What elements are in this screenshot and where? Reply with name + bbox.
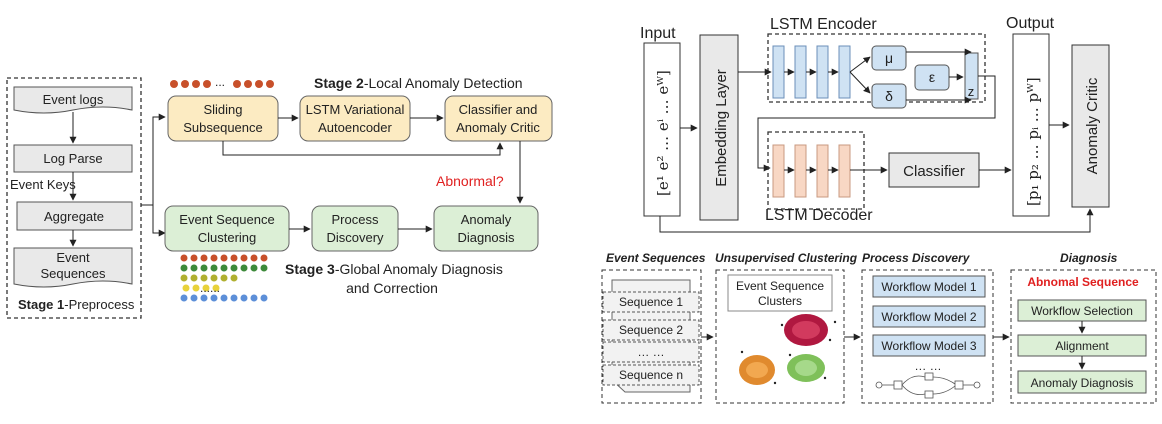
workflow-ellipsis: … … [914, 359, 941, 373]
discovery-label-2: Discovery [326, 230, 384, 245]
event-sequences-label-1: Event [56, 250, 90, 265]
abnomal-sequence-label: Abnomal Sequence [1027, 275, 1139, 289]
anomaly-critic-label: Anomaly Critic [1084, 77, 1101, 174]
mu-label: μ [885, 50, 893, 66]
stage1-rest: -Preprocess [64, 297, 135, 312]
stage2-bold: Stage 2 [314, 75, 364, 91]
workflow-model-1-label: Workflow Model 1 [881, 280, 976, 294]
decoder-label: LSTM Decoder [765, 207, 873, 224]
anomaly-critic-node [1071, 44, 1110, 208]
workflow-model-2-label: Workflow Model 2 [881, 310, 976, 324]
sequence-n: Sequence n [619, 368, 683, 382]
abnormal-question: Abnormal? [436, 173, 504, 189]
stage1-bold: Stage 1 [18, 297, 64, 312]
stage2-rest: -Local Anomaly Detection [364, 75, 523, 91]
output-label: Output [1006, 15, 1055, 32]
heading-event-sequences: Event Sequences [606, 251, 706, 265]
aggregate-node [16, 201, 133, 231]
workflow-selection-label: Workflow Selection [1031, 304, 1133, 318]
heading-unsupervised-clustering: Unsupervised Clustering [715, 251, 858, 265]
clusters-label-2: Clusters [758, 294, 802, 308]
diagnosis-label-1: Anomaly [461, 212, 512, 227]
vae-architecture: Input [e¹ e² … eⁱ … eᵂ] Embedding Layer … [640, 15, 1110, 233]
output-vector-box [1012, 33, 1050, 217]
delta-label: δ [885, 88, 893, 104]
cluster-blobs [739, 314, 837, 385]
epsilon-label: ε [929, 69, 935, 85]
event-sequences-label-2: Sequences [40, 266, 106, 281]
pipeline: Event Sequences Unsupervised Clustering … [601, 251, 1157, 404]
stage3-caption: Stage 3-Global Anomaly Diagnosis [285, 261, 503, 277]
input-vector-box [643, 42, 681, 217]
workflow-model-3 [872, 334, 986, 357]
log-parse-node [13, 144, 133, 173]
sequence-1: Sequence 1 [619, 295, 683, 309]
sequence-2: Sequence 2 [619, 323, 683, 337]
mu-node [871, 45, 907, 71]
diagnosis-panel [1010, 269, 1157, 404]
classifier-label-2: Anomaly Critic [456, 120, 540, 135]
anomaly-diagnosis-step-label: Anomaly Diagnosis [1031, 376, 1134, 390]
stage1-preprocess-panel: Event logs Log Parse Event Keys Aggregat… [6, 77, 142, 319]
encoder-label: LSTM Encoder [770, 16, 877, 33]
dots-ellipsis-bottom: ...... [200, 281, 220, 295]
input-vector-text: [e¹ e² … eⁱ … eᵂ] [654, 70, 672, 196]
stage3-bold: Stage 3 [285, 261, 335, 277]
stage1-connectors [141, 113, 166, 237]
z-label: z [968, 84, 975, 99]
discovery-label-1: Process [332, 212, 379, 227]
event-keys-label: Event Keys [10, 177, 76, 192]
workflow-model-2 [872, 305, 986, 328]
sequences-panel [601, 269, 702, 404]
lstm-vae-label-2: Autoencoder [318, 120, 392, 135]
clustering-label-2: Clustering [198, 230, 257, 245]
stage3-row: Event Sequence Clustering Process Discov… [164, 205, 539, 252]
input-label: Input [640, 25, 676, 42]
sequence-ellipsis: … … [637, 345, 664, 359]
sequence-dots-bottom [180, 254, 268, 302]
heading-process-discovery: Process Discovery [862, 251, 971, 265]
alignment-label: Alignment [1055, 339, 1109, 353]
embedding-label: Embedding Layer [713, 69, 730, 187]
log-parse-label: Log Parse [43, 151, 102, 166]
stage3-rest: -Global Anomaly Diagnosis [335, 261, 503, 277]
event-logs-label: Event logs [43, 92, 104, 107]
sequence-dots-top [170, 80, 274, 88]
stage3-caption-line2: and Correction [346, 280, 438, 296]
diagnosis-label-2: Diagnosis [457, 230, 515, 245]
stage1-caption: Stage 1-Preprocess [18, 297, 135, 312]
stage2-row: Sliding Subsequence LSTM Variational Aut… [167, 95, 553, 204]
sliding-label-2: Subsequence [183, 120, 263, 135]
dots-ellipsis-top: ... [215, 75, 225, 89]
lstm-vae-label-1: LSTM Variational [306, 102, 405, 117]
clusters-label-1: Event Sequence [736, 279, 824, 293]
aggregate-label: Aggregate [44, 209, 104, 224]
classifier-node [888, 152, 980, 188]
clusters-label-box [727, 274, 833, 312]
anomaly-diagnosis-node [433, 205, 539, 252]
clustering-panel [715, 269, 845, 404]
stage2-caption: Stage 2-Local Anomaly Detection [314, 75, 523, 91]
classifier-label-1: Classifier and [459, 102, 538, 117]
embedding-layer [699, 34, 739, 221]
sliding-label-1: Sliding [203, 102, 242, 117]
clustering-label-1: Event Sequence [179, 212, 274, 227]
workflow-model-1 [872, 275, 986, 298]
petri-net-icon [875, 372, 981, 399]
heading-diagnosis: Diagnosis [1060, 251, 1118, 265]
event-logs-node [13, 86, 133, 114]
classifier-label: Classifier [903, 163, 965, 180]
classifier-critic-node [444, 95, 553, 142]
delta-node [871, 83, 907, 109]
event-sequences-node [13, 247, 133, 288]
anomaly-diagnosis-step-node [1017, 370, 1147, 394]
workflow-model-3-label: Workflow Model 3 [881, 339, 976, 353]
output-vector-text: [p₁ p₂ … pᵢ … pᵂ] [1024, 77, 1042, 206]
